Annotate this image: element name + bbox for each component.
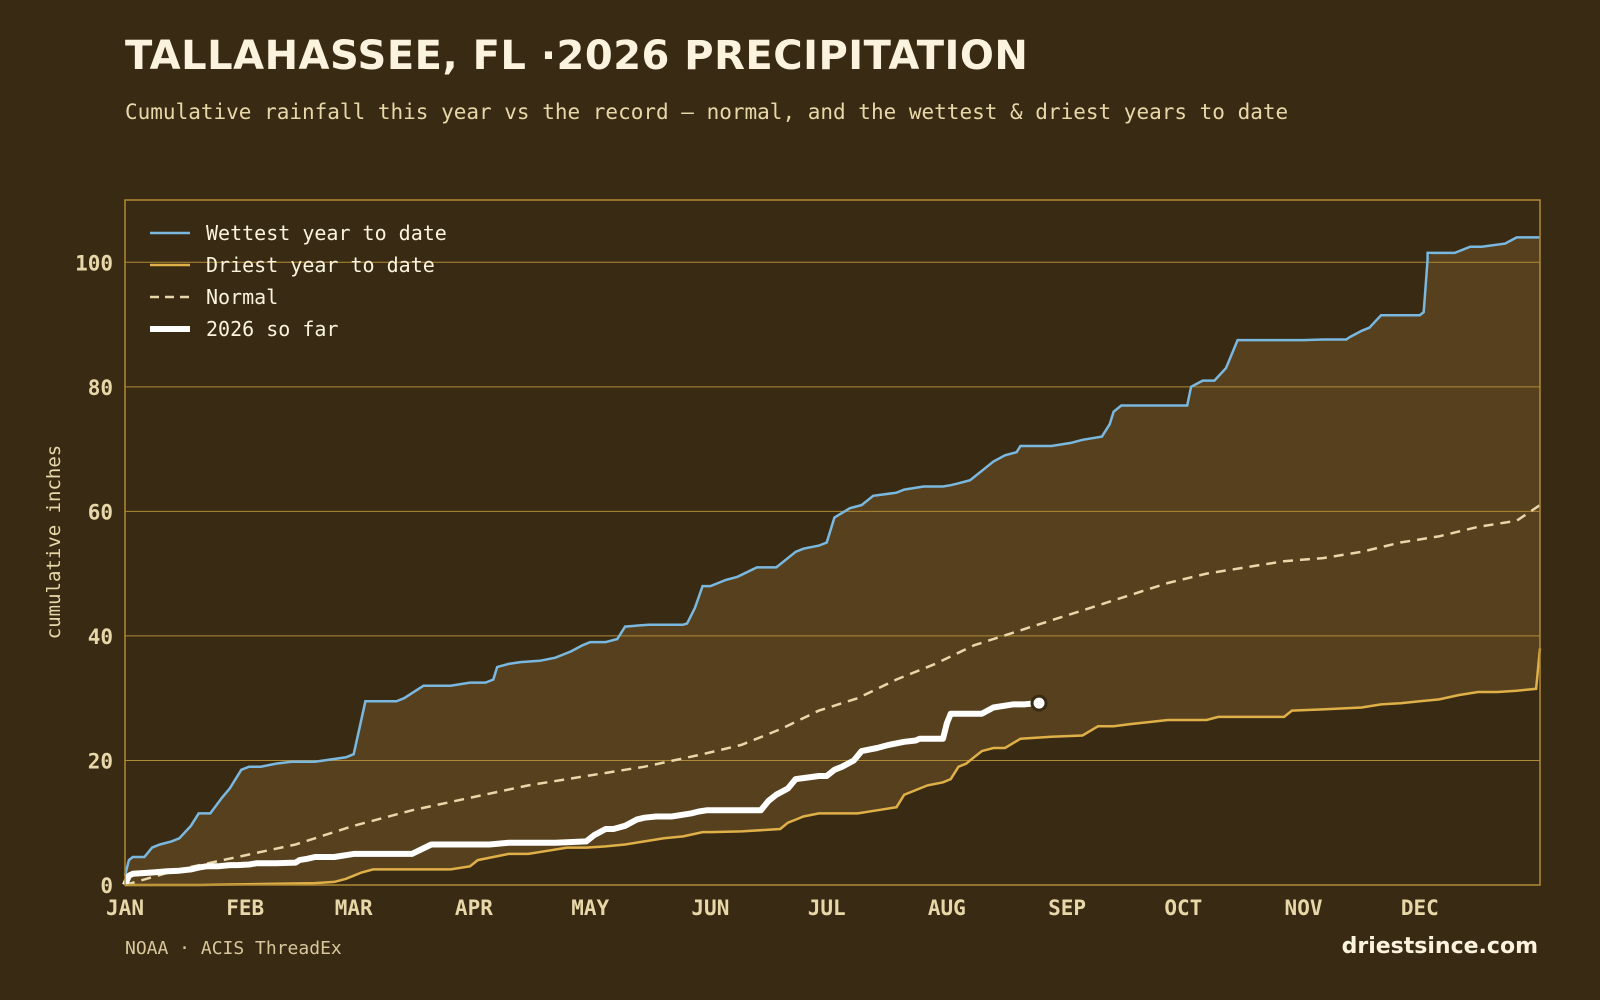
legend-label: Wettest year to date (206, 221, 447, 245)
plot-frame (124, 199, 1541, 886)
y-tick-label: 100 (75, 251, 113, 275)
series-driest (125, 648, 1542, 887)
chart-subtitle: Cumulative rainfall this year vs the rec… (125, 100, 1289, 124)
x-axis-ticks: JAN FEB MAR APR MAY JUN JUL AUG SEP OCT NOV DEC (106, 896, 1439, 920)
x-tick-label: MAR (335, 896, 373, 920)
series-lines (122, 236, 1542, 887)
x-tick-label: SEP (1048, 896, 1086, 920)
wet-dry-band (125, 237, 1540, 885)
x-tick-label: JAN (106, 896, 144, 920)
y-tick-label: 80 (88, 376, 113, 400)
series-wettest (123, 236, 1540, 877)
chart-title: TALLAHASSEE, FL ·2026 PRECIPITATION (125, 33, 1029, 79)
legend: Wettest year to date Driest year to date N… (150, 221, 447, 341)
site-credit: driestsince.com (1341, 934, 1538, 959)
band-area (125, 237, 1540, 885)
legend-label: 2026 so far (206, 317, 338, 341)
y-axis-ticks: 0 20 40 60 80 100 (75, 251, 113, 898)
x-tick-label: AUG (928, 896, 966, 920)
x-tick-label: DEC (1401, 896, 1439, 920)
x-tick-label: JUL (808, 896, 846, 920)
y-tick-label: 60 (88, 500, 113, 524)
x-tick-label: MAY (571, 896, 609, 920)
y-axis-label: cumulative inches (43, 445, 65, 639)
x-tick-label: NOV (1285, 896, 1323, 920)
y-tick-label: 40 (88, 625, 113, 649)
y-tick-label: 20 (88, 749, 113, 773)
x-tick-label: OCT (1164, 896, 1202, 920)
series-current-year (122, 700, 1037, 887)
data-source: NOAA · ACIS ThreadEx (125, 938, 342, 959)
y-tick-label: 0 (100, 874, 113, 898)
current-point-marker (1030, 694, 1048, 712)
x-tick-label: APR (455, 896, 493, 920)
x-tick-label: FEB (226, 896, 264, 920)
legend-label: Normal (206, 285, 278, 309)
legend-label: Driest year to date (206, 253, 435, 277)
grid-lines (125, 261, 1540, 761)
x-tick-label: JUN (691, 896, 729, 920)
plot-border (124, 199, 1541, 886)
